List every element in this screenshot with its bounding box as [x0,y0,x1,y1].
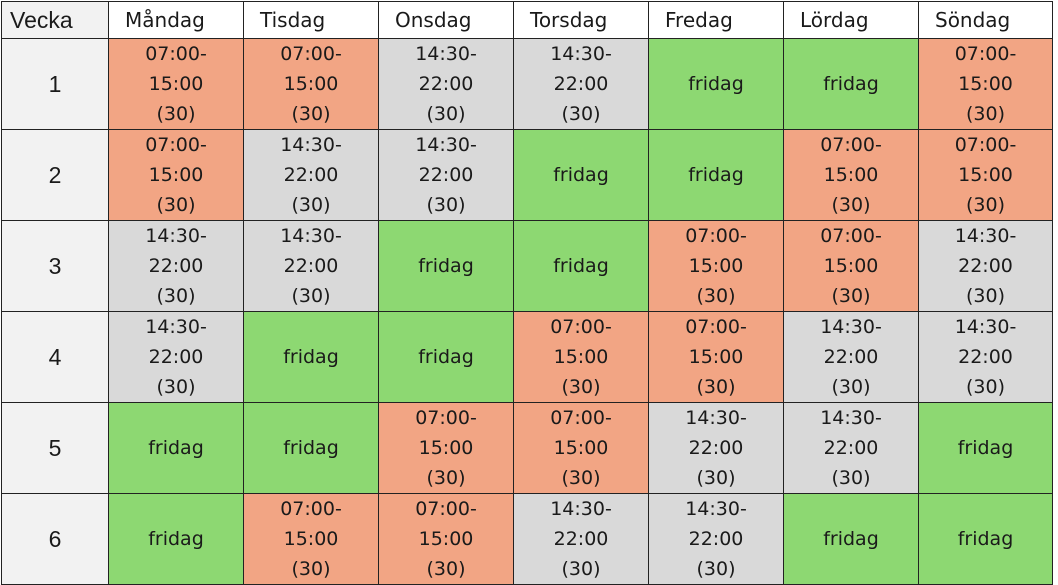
shift-cell: 07:00- 15:00 (30) [243,493,379,585]
shift-cell: 14:30- 22:00 (30) [918,311,1053,403]
shift-cell: 14:30- 22:00 (30) [108,311,244,403]
shift-cell: 07:00- 15:00 (30) [378,493,514,585]
shift-cell: fridag [243,402,379,494]
shift-cell: 07:00- 15:00 (30) [108,129,244,221]
shift-cell: 07:00- 15:00 (30) [378,402,514,494]
shift-cell: fridag [783,493,919,585]
shift-cell: 07:00- 15:00 (30) [648,220,784,312]
shift-cell: fridag [783,38,919,130]
header-cell: Torsdag [513,1,649,39]
shift-cell: fridag [378,311,514,403]
header-row: Vecka Måndag Tisdag Onsdag Torsdag Fredag Lörd… [1,1,1053,39]
week-cell: 4 [1,311,109,403]
shift-cell: 14:30- 22:00 (30) [783,402,919,494]
shift-cell: 14:30- 22:00 (30) [243,129,379,221]
shift-cell: 14:30- 22:00 (30) [243,220,379,312]
week-cell: 3 [1,220,109,312]
header-cell: Tisdag [243,1,379,39]
week-row: 5 fridag fridag 07:00- 15:00 (30) 07:00- 15:… [1,402,1053,494]
shift-cell: 07:00- 15:00 (30) [243,38,379,130]
week-cell: 6 [1,493,109,585]
shift-cell: 07:00- 15:00 (30) [513,402,649,494]
shift-cell: fridag [243,311,379,403]
shift-cell: fridag [513,220,649,312]
shift-cell: fridag [108,402,244,494]
shift-cell: 07:00- 15:00 (30) [648,311,784,403]
shift-cell: 14:30- 22:00 (30) [513,493,649,585]
header-cell: Vecka [1,1,109,39]
shift-cell: fridag [513,129,649,221]
shift-cell: 07:00- 15:00 (30) [783,129,919,221]
header-cell: Lördag [783,1,919,39]
shift-cell: fridag [918,402,1053,494]
shift-cell: 07:00- 15:00 (30) [918,129,1053,221]
shift-cell: 14:30- 22:00 (30) [918,220,1053,312]
shift-cell: fridag [648,129,784,221]
shift-cell: 07:00- 15:00 (30) [918,38,1053,130]
shift-cell: 14:30- 22:00 (30) [648,493,784,585]
shift-cell: 14:30- 22:00 (30) [378,129,514,221]
shift-cell: fridag [378,220,514,312]
week-row: 4 14:30- 22:00 (30) fridag fridag 07:00- 15:… [1,311,1053,403]
shift-cell: fridag [648,38,784,130]
header-cell: Fredag [648,1,784,39]
shift-cell: 14:30- 22:00 (30) [378,38,514,130]
shift-cell: 14:30- 22:00 (30) [513,38,649,130]
week-cell: 2 [1,129,109,221]
week-row: 6 fridag 07:00- 15:00 (30) 07:00- 15:00 (30… [1,493,1053,585]
week-row: 1 07:00- 15:00 (30) 07:00- 15:00 (30) 14:30… [1,38,1053,130]
shift-cell: 07:00- 15:00 (30) [108,38,244,130]
header-cell: Söndag [918,1,1053,39]
shift-cell: fridag [108,493,244,585]
week-row: 3 14:30- 22:00 (30) 14:30- 22:00 (30) frida… [1,220,1053,312]
shift-cell: fridag [918,493,1053,585]
shift-cell: 14:30- 22:00 (30) [648,402,784,494]
header-cell: Onsdag [378,1,514,39]
week-row: 2 07:00- 15:00 (30) 14:30- 22:00 (30) 14:30… [1,129,1053,221]
week-cell: 5 [1,402,109,494]
shift-cell: 14:30- 22:00 (30) [108,220,244,312]
header-cell: Måndag [108,1,244,39]
week-cell: 1 [1,38,109,130]
shift-cell: 14:30- 22:00 (30) [783,311,919,403]
shift-cell: 07:00- 15:00 (30) [783,220,919,312]
shift-cell: 07:00- 15:00 (30) [513,311,649,403]
